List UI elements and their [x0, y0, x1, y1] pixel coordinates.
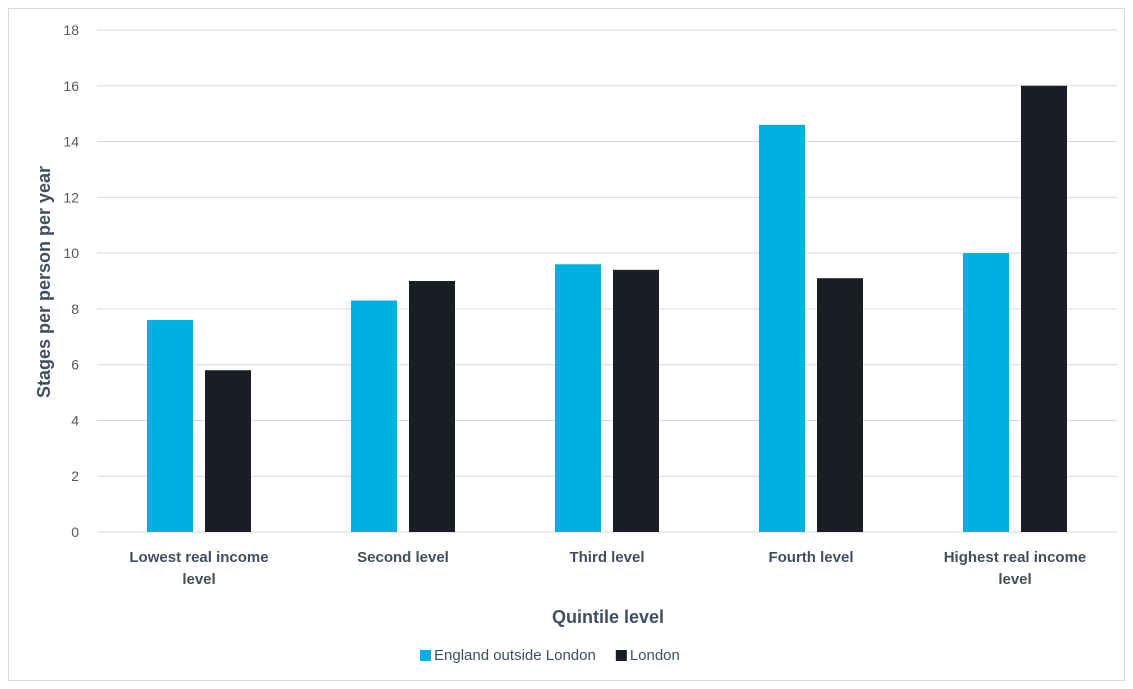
bar-london	[613, 269, 659, 532]
x-axis-title: Quintile level	[552, 607, 664, 627]
bar-england-outside-london	[963, 253, 1009, 532]
y-tick-label: 4	[71, 412, 79, 428]
bar-london	[817, 278, 863, 532]
y-tick-label: 10	[63, 245, 79, 261]
y-tick-label: 18	[63, 22, 79, 38]
x-category-label: Second level	[357, 549, 449, 566]
legend-swatch	[615, 650, 627, 661]
y-tick-label: 12	[63, 189, 79, 205]
bar-england-outside-london	[351, 300, 397, 532]
y-tick-label: 0	[71, 524, 79, 540]
y-tick-labels: 0 2 4 6 8 10 12 14 16 18	[63, 22, 79, 540]
bar-london	[409, 281, 455, 532]
legend-label: England outside London	[434, 647, 596, 664]
x-category-label: level	[998, 571, 1031, 588]
legend-label: London	[630, 647, 680, 664]
y-tick-label: 2	[71, 468, 79, 484]
x-category-labels: Lowest real income level Second level Third…	[129, 549, 1086, 588]
x-category-label: Highest real income	[944, 549, 1087, 566]
bar-england-outside-london	[555, 264, 601, 532]
gridlines	[97, 29, 1117, 533]
bar-london	[1021, 85, 1067, 533]
bar-london	[205, 370, 251, 532]
y-tick-label: 6	[71, 357, 79, 373]
bar-england-outside-london	[759, 124, 805, 533]
x-category-label: level	[182, 571, 215, 588]
bar-england-outside-london	[147, 320, 193, 532]
bars	[147, 85, 1067, 533]
y-tick-label: 14	[63, 134, 79, 150]
x-category-label: Third level	[569, 549, 644, 566]
x-category-label: Fourth level	[768, 549, 853, 566]
y-axis-title: Stages per person per year	[34, 166, 54, 398]
y-tick-label: 16	[63, 78, 79, 94]
y-tick-label: 8	[71, 301, 79, 317]
legend-swatch	[420, 650, 431, 661]
legend: England outside London London	[420, 647, 680, 664]
x-category-label: Lowest real income	[129, 549, 268, 566]
